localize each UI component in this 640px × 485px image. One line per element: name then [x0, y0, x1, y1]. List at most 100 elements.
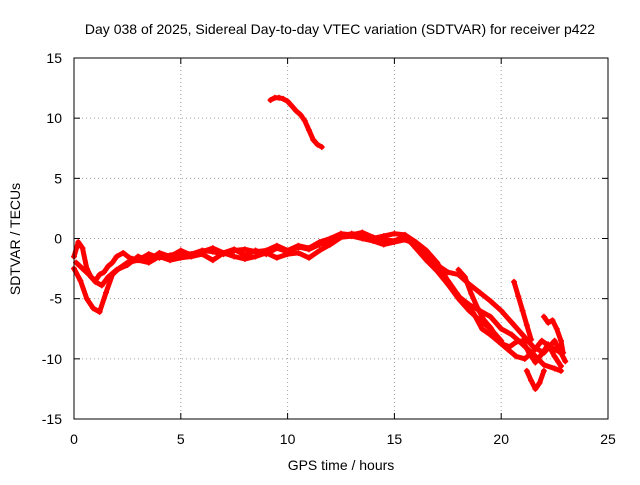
data-point — [124, 261, 131, 268]
series-track-d — [267, 94, 325, 151]
y-tick-labels: -15 -10 -5 0 5 10 15 — [42, 50, 62, 427]
y-tick-label: -10 — [42, 351, 62, 367]
data-point — [532, 385, 539, 392]
data-point — [540, 361, 547, 368]
data-point — [96, 308, 103, 315]
x-tick-label: 15 — [387, 431, 403, 447]
data-point — [560, 349, 567, 356]
data-point — [470, 310, 477, 317]
data-point — [276, 94, 283, 101]
x-tick-labels: 0 5 10 15 20 25 — [70, 431, 616, 447]
data-point — [519, 337, 526, 344]
data-point — [263, 251, 270, 258]
series-track-g — [511, 278, 535, 343]
data-point — [530, 348, 537, 355]
y-tick-label: 5 — [54, 170, 62, 186]
data-point — [359, 231, 366, 238]
data-series — [71, 94, 569, 392]
data-point — [252, 247, 259, 254]
y-tick-label: 10 — [46, 110, 62, 126]
data-point — [380, 241, 387, 248]
data-point — [297, 111, 304, 118]
data-point — [77, 277, 84, 284]
data-point — [90, 305, 97, 312]
x-tick-label: 20 — [493, 431, 509, 447]
data-point — [538, 337, 545, 344]
data-point — [547, 343, 554, 350]
data-point — [444, 277, 451, 284]
series-track-e — [455, 266, 565, 370]
data-point — [348, 230, 355, 237]
data-point — [558, 363, 565, 370]
data-point — [461, 274, 468, 281]
data-point — [434, 267, 441, 274]
data-point — [519, 331, 526, 338]
data-point — [316, 241, 323, 248]
data-point — [521, 355, 528, 362]
data-point — [532, 359, 539, 366]
data-point — [370, 235, 377, 242]
data-point — [145, 251, 152, 258]
data-point — [288, 103, 295, 110]
data-point — [252, 253, 259, 260]
data-point — [455, 266, 462, 273]
x-tick-label: 10 — [280, 431, 296, 447]
data-point — [75, 239, 82, 246]
data-point — [545, 319, 552, 326]
series-track-f — [444, 277, 562, 362]
data-point — [273, 245, 280, 252]
data-point — [498, 307, 505, 314]
data-point — [508, 331, 515, 338]
data-point — [98, 282, 105, 289]
data-point — [267, 97, 274, 104]
chart-title: Day 038 of 2025, Sidereal Day-to-day VTE… — [85, 21, 595, 37]
data-point — [412, 239, 419, 246]
data-point — [498, 325, 505, 332]
data-point — [96, 271, 103, 278]
data-point — [562, 358, 569, 365]
data-point — [273, 254, 280, 261]
data-point — [316, 247, 323, 254]
data-point — [444, 269, 451, 276]
data-point — [79, 245, 86, 252]
data-point — [461, 301, 468, 308]
data-point — [523, 322, 530, 329]
data-point — [513, 353, 520, 360]
data-point — [305, 246, 312, 253]
data-point — [487, 331, 494, 338]
x-axis-label: GPS time / hours — [288, 457, 395, 473]
data-point — [558, 337, 565, 344]
data-point — [105, 263, 112, 270]
series-track-h — [523, 367, 547, 392]
data-point — [528, 336, 535, 343]
y-axis-label: SDTVAR / TECUs — [7, 183, 23, 295]
data-point — [310, 136, 317, 143]
data-point — [314, 141, 321, 148]
data-point — [423, 247, 430, 254]
data-point — [241, 246, 248, 253]
data-point — [549, 317, 556, 324]
x-tick-label: 0 — [70, 431, 78, 447]
data-point — [327, 237, 334, 244]
data-point — [280, 95, 287, 102]
y-tick-label: -15 — [42, 411, 62, 427]
data-point — [188, 252, 195, 259]
data-point — [295, 243, 302, 250]
data-point — [523, 367, 530, 374]
data-point — [220, 249, 227, 256]
data-point — [487, 313, 494, 320]
data-point — [301, 117, 308, 124]
data-point — [511, 278, 518, 285]
data-point — [318, 144, 325, 151]
data-point — [209, 245, 216, 252]
data-point — [79, 265, 86, 272]
data-point — [528, 377, 535, 384]
data-point — [478, 325, 485, 332]
data-point — [305, 127, 312, 134]
data-point — [177, 247, 184, 254]
data-point — [487, 298, 494, 305]
data-point — [113, 266, 120, 273]
data-point — [496, 338, 503, 345]
data-point — [468, 290, 475, 297]
